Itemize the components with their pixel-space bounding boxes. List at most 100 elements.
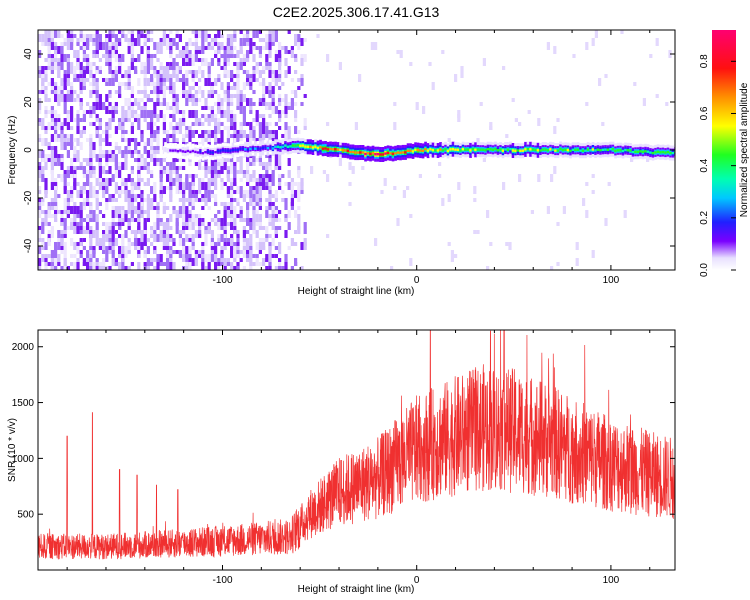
heatmap-cell xyxy=(226,174,230,182)
heatmap-cell xyxy=(549,148,552,151)
heatmap-cell xyxy=(194,218,198,226)
heatmap-cell xyxy=(162,138,166,142)
heatmap-cell xyxy=(265,226,269,234)
heatmap-cell xyxy=(271,94,275,98)
heatmap-cell xyxy=(66,62,70,70)
heatmap-cell xyxy=(287,30,291,34)
heatmap-cell xyxy=(284,70,288,78)
heatmap-cell xyxy=(214,34,218,38)
heatmap-cell xyxy=(124,162,128,170)
heatmap-cell xyxy=(239,126,243,130)
heatmap-cell xyxy=(159,194,163,202)
heatmap-cell xyxy=(57,90,61,94)
heatmap-cell xyxy=(134,150,138,154)
heatmap-cell xyxy=(383,178,387,186)
heatmap-cell xyxy=(114,110,118,114)
heatmap-cell xyxy=(175,186,179,194)
heatmap-cell xyxy=(134,98,138,106)
heatmap-cell xyxy=(265,42,269,50)
heatmap-cell xyxy=(505,134,509,138)
heatmap-cell xyxy=(290,238,294,246)
heatmap-cell xyxy=(178,166,182,170)
heatmap-cell xyxy=(130,126,134,134)
heatmap-cell xyxy=(98,146,102,154)
heatmap-cell xyxy=(223,110,227,118)
heatmap-cell xyxy=(111,110,115,118)
heatmap-cell xyxy=(38,98,42,102)
heatmap-cell xyxy=(601,122,605,126)
heatmap-cell xyxy=(70,126,74,130)
heatmap-cell xyxy=(214,218,218,222)
heatmap-cell xyxy=(54,186,58,190)
heatmap-cell xyxy=(98,70,102,74)
heatmap-cell xyxy=(137,230,141,234)
heatmap-cell xyxy=(89,250,93,254)
heatmap-cell xyxy=(137,254,141,258)
heatmap-cell xyxy=(274,74,278,78)
heatmap-cell xyxy=(236,266,240,270)
heatmap-cell xyxy=(594,149,597,152)
heatmap-cell xyxy=(255,30,259,38)
heatmap-cell xyxy=(534,148,537,152)
heatmap-cell xyxy=(379,153,382,156)
heatmap-cell xyxy=(57,254,61,262)
heatmap-cell xyxy=(159,90,163,94)
heatmap-cell xyxy=(137,114,141,118)
heatmap-cell xyxy=(57,174,61,178)
heatmap-cell xyxy=(204,166,208,170)
heatmap-cell xyxy=(242,242,246,246)
heatmap-cell xyxy=(252,30,256,38)
heatmap-cell xyxy=(60,222,64,226)
heatmap-cell xyxy=(150,230,154,234)
heatmap-cell xyxy=(297,182,301,186)
heatmap-cell xyxy=(70,206,74,214)
heatmap-cell xyxy=(159,82,163,86)
heatmap-cell xyxy=(166,46,170,50)
heatmap-cell xyxy=(242,130,246,138)
heatmap-cell xyxy=(230,34,234,42)
heatmap-cell xyxy=(284,58,288,66)
heatmap-cell xyxy=(175,66,179,74)
heatmap-cell xyxy=(175,34,179,38)
heatmap-cell xyxy=(591,148,595,151)
heatmap-cell xyxy=(390,266,394,270)
heatmap-cell xyxy=(143,34,147,38)
heatmap-cell xyxy=(196,151,200,154)
heatmap-cell xyxy=(236,202,240,206)
heatmap-cell xyxy=(44,66,48,70)
heatmap-cell xyxy=(66,90,70,94)
heatmap-cell xyxy=(73,66,77,74)
heatmap-cell xyxy=(182,50,186,58)
heatmap-cell xyxy=(169,198,173,202)
heatmap-cell xyxy=(44,86,48,90)
heatmap-cell xyxy=(409,258,413,266)
heatmap-cell xyxy=(111,262,115,266)
heatmap-cell xyxy=(118,246,122,254)
heatmap-cell xyxy=(249,162,253,166)
heatmap-cell xyxy=(111,50,115,58)
heatmap-cell xyxy=(188,222,192,230)
heatmap-cell xyxy=(271,202,275,206)
heatmap-cell xyxy=(102,78,106,82)
heatmap-cell xyxy=(415,102,419,110)
heatmap-cell xyxy=(38,122,42,126)
heatmap-cell xyxy=(236,94,240,102)
heatmap-cell xyxy=(201,122,205,126)
heatmap-cell xyxy=(366,152,370,155)
heatmap-cell xyxy=(230,134,234,138)
heatmap-cell xyxy=(89,266,93,270)
heatmap-cell xyxy=(188,198,192,202)
heatmap-cell xyxy=(146,50,150,54)
heatmap-cell xyxy=(249,266,253,270)
heatmap-cell xyxy=(217,166,221,170)
heatmap-cell xyxy=(127,30,131,34)
y-tick-label: -20 xyxy=(23,190,34,205)
heatmap-cell xyxy=(76,242,80,246)
heatmap-cell xyxy=(574,148,577,152)
heatmap-cell xyxy=(86,102,90,106)
heatmap-cell xyxy=(166,266,170,270)
heatmap-cell xyxy=(230,118,234,126)
heatmap-cell xyxy=(233,182,237,186)
heatmap-cell xyxy=(169,54,173,58)
heatmap-cell xyxy=(47,110,51,114)
